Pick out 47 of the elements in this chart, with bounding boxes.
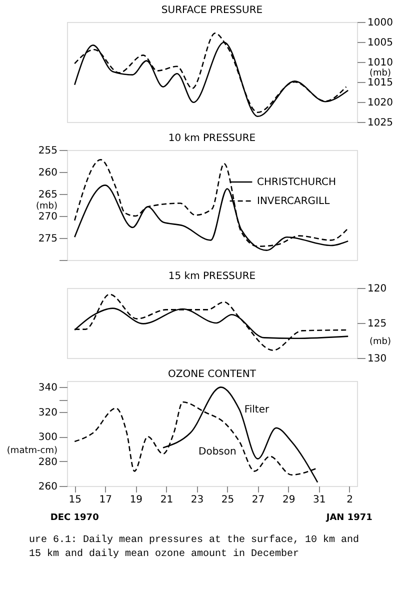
x-tick-label: 29 <box>282 494 296 506</box>
y-axis-title: (matm-cm) <box>6 446 58 456</box>
y-tick-label: 340 <box>38 382 58 394</box>
x-tick-label: 27 <box>252 494 265 506</box>
x-tick-label: 23 <box>190 494 204 506</box>
series-label: Dobson <box>198 446 236 458</box>
x-tick-label: 19 <box>130 494 143 506</box>
y2-tick-label: 1025 <box>368 118 393 128</box>
text: 15 km and daily mean ozone amount in December <box>29 548 300 560</box>
line-series <box>74 159 349 248</box>
y2-axis-title: (mb) <box>370 68 392 78</box>
y2-tick-label: 1020 <box>368 98 393 108</box>
x-tick-label: 17 <box>99 494 112 506</box>
y-tick-label: 260 <box>38 482 58 492</box>
y-tick-label: 260 <box>38 168 58 178</box>
y2-tick-label: 1015 <box>368 78 393 88</box>
y2-axis-title: (mb) <box>370 337 392 347</box>
y-tick-label: 275 <box>38 234 58 244</box>
y2-tick-label: 1005 <box>368 38 393 48</box>
text: DEC 1970 <box>50 513 99 523</box>
x-tick-label: 15 <box>68 494 82 506</box>
series-label: Filter <box>244 404 270 416</box>
x-tick-label: 25 <box>221 494 234 506</box>
y-tick-label: 255 <box>38 146 58 156</box>
y2-tick-label: 1010 <box>368 58 393 68</box>
text: JAN 1971 <box>325 513 372 523</box>
chart-title: 10 km PRESSURE <box>168 133 256 144</box>
x-tick-label: 2 <box>346 494 354 506</box>
x-tick-label: 31 <box>312 494 326 506</box>
y-tick-label: 300 <box>38 432 58 444</box>
chart-title: OZONE CONTENT <box>168 369 257 380</box>
y-tick-label: 280 <box>38 456 58 468</box>
x-tick-label: 21 <box>160 494 174 506</box>
y2-tick-label: 130 <box>368 354 387 364</box>
y-tick-label: 320 <box>38 407 58 418</box>
y-tick-label: 265 <box>38 190 58 200</box>
y-axis-title: (mb) <box>36 202 58 212</box>
legend-label: INVERCARGILL <box>257 196 330 207</box>
chart-title: 15 km PRESSURE <box>168 271 256 282</box>
chart-title: SURFACE PRESSURE <box>161 5 263 16</box>
text: ure 6.1: Daily mean pressures at the surface, 10 km and <box>29 534 360 546</box>
line-series <box>74 32 347 114</box>
y2-tick-label: 125 <box>368 318 387 330</box>
legend-label: CHRISTCHURCH <box>257 177 336 188</box>
y-tick-label: 270 <box>38 212 58 222</box>
y2-tick-label: 120 <box>368 284 387 294</box>
y2-tick-label: 1000 <box>368 18 393 28</box>
